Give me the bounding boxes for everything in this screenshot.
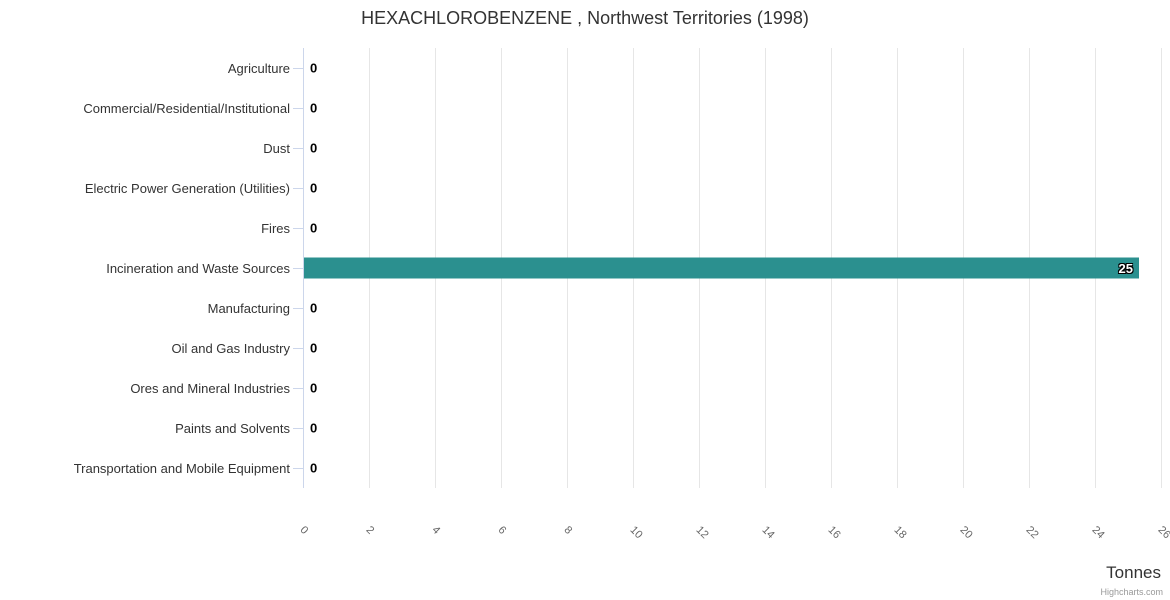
category-label: Ores and Mineral Industries — [130, 380, 290, 396]
bar[interactable]: 25 — [304, 257, 1139, 279]
value-axis-tick-label: 12 — [693, 524, 711, 542]
category-label: Incineration and Waste Sources — [106, 260, 290, 276]
category-axis: Agriculture Commercial/Residential/Instit… — [0, 48, 290, 488]
category-label: Electric Power Generation (Utilities) — [84, 180, 290, 196]
value-axis-tick-label: 10 — [627, 524, 645, 542]
bar-row: 0 — [304, 328, 1162, 368]
data-label: 0 — [310, 460, 318, 476]
bar-row: 0 — [304, 128, 1162, 168]
category-label: Paints and Solvents — [175, 420, 290, 436]
bar-row: 25 — [304, 248, 1162, 288]
category-tick — [293, 388, 303, 389]
category-label: Dust — [263, 140, 290, 156]
value-axis-tick-label: 22 — [1023, 524, 1041, 542]
category-label: Agriculture — [227, 60, 290, 76]
highcharts-credit[interactable]: Highcharts.com — [1100, 587, 1163, 597]
data-label: 0 — [310, 100, 318, 116]
bar-row: 0 — [304, 48, 1162, 88]
category-tick — [293, 468, 303, 469]
data-label: 0 — [310, 220, 318, 236]
bar-row: 0 — [304, 408, 1162, 448]
value-axis-tick-label: 16 — [825, 524, 843, 542]
category-tick — [293, 428, 303, 429]
category-label: Oil and Gas Industry — [171, 340, 291, 356]
data-label: 0 — [310, 60, 318, 76]
category-label: Manufacturing — [207, 300, 290, 316]
value-axis-tick-label: 2 — [363, 524, 377, 537]
value-axis-tick-label: 26 — [1155, 524, 1170, 542]
category-label: Commercial/Residential/Institutional — [83, 100, 290, 116]
value-axis-tick-label: 14 — [759, 524, 777, 542]
data-label: 25 — [1118, 260, 1133, 276]
category-tick — [293, 308, 303, 309]
data-label: 0 — [310, 140, 318, 156]
data-label: 0 — [310, 380, 318, 396]
data-label: 0 — [310, 180, 318, 196]
value-axis-tick-label: 24 — [1089, 524, 1107, 542]
bar-row: 0 — [304, 208, 1162, 248]
data-label: 0 — [310, 420, 318, 436]
bar-row: 0 — [304, 168, 1162, 208]
bar-row: 0 — [304, 288, 1162, 328]
value-axis-tick-label: 20 — [957, 524, 975, 542]
value-axis: 0 2 4 6 8 10 12 14 16 18 20 22 24 26 — [298, 488, 1170, 558]
chart-title: HEXACHLOROBENZENE , Northwest Territorie… — [361, 8, 809, 28]
bar-row: 0 — [304, 368, 1162, 408]
data-label: 0 — [310, 340, 318, 356]
category-tick — [293, 68, 303, 69]
plot-area: 0 0 0 0 0 25 0 0 0 0 0 — [303, 48, 1162, 488]
bar-row: 0 — [304, 448, 1162, 488]
value-axis-tick-label: 8 — [561, 524, 575, 537]
value-axis-tick-label: 0 — [297, 524, 311, 537]
value-axis-title: Tonnes — [1106, 563, 1161, 582]
category-tick — [293, 228, 303, 229]
category-tick — [293, 268, 303, 269]
category-tick — [293, 348, 303, 349]
gridline — [1161, 48, 1162, 488]
category-label: Fires — [261, 220, 290, 236]
category-label: Transportation and Mobile Equipment — [73, 460, 290, 476]
category-tick — [293, 188, 303, 189]
category-tick — [293, 108, 303, 109]
value-axis-tick-label: 6 — [495, 524, 509, 537]
value-axis-tick-label: 18 — [891, 524, 909, 542]
bar-row: 0 — [304, 88, 1162, 128]
category-tick — [293, 148, 303, 149]
data-label: 0 — [310, 300, 318, 316]
value-axis-tick-label: 4 — [429, 524, 443, 537]
